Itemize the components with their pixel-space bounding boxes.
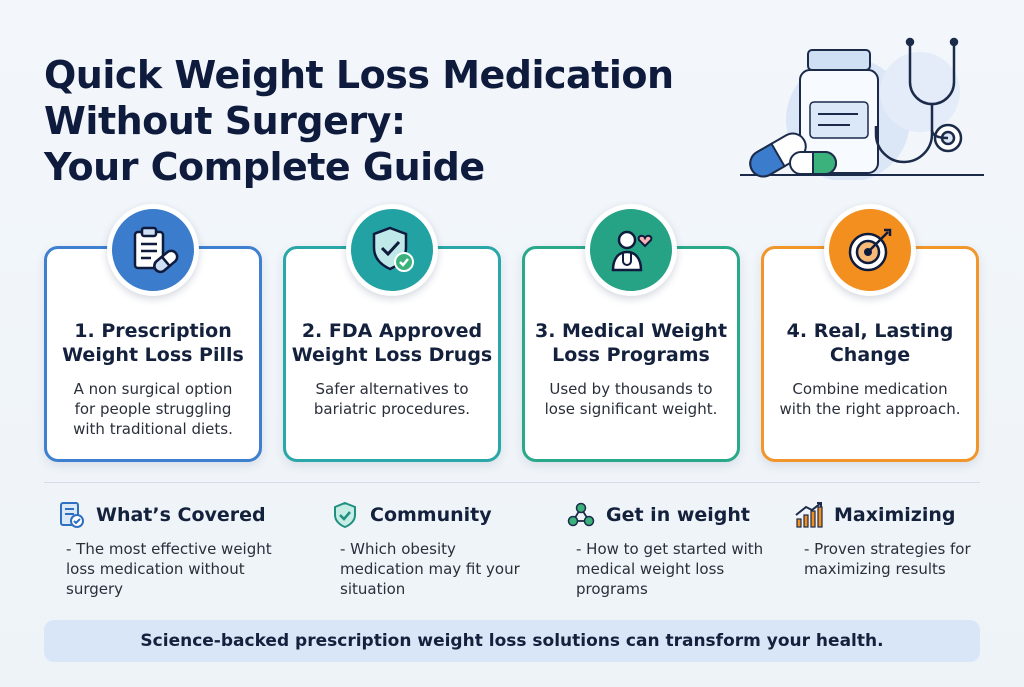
card-text-line: Used by thousands to [549, 380, 713, 398]
feature-text-line: situation [340, 580, 406, 598]
feature-text-line: medication may fit your [340, 560, 520, 578]
feature-text-line: - The most effective weight [66, 540, 272, 558]
title-line-1: Quick Weight Loss Medication [44, 53, 674, 97]
network-nodes-icon [566, 500, 596, 530]
card-text-line: for people struggling [74, 400, 232, 418]
feature-text: - How to get started with medical weight… [566, 539, 796, 599]
feature-text-line: medical weight loss [576, 560, 725, 578]
feature-title: Community [370, 504, 492, 526]
feature-text: - Proven strategies for maximizing resul… [794, 539, 1024, 579]
feature-text: - Which obesity medication may fit your … [330, 539, 560, 599]
shield-check-icon [346, 204, 438, 296]
feature-title: Get in weight [606, 504, 750, 526]
card-text: Combine medication with the right approa… [764, 379, 976, 419]
document-check-icon [56, 500, 86, 530]
bottom-banner: Science-backed prescription weight loss … [44, 620, 980, 662]
card-prescription-pills: 1. Prescription Weight Loss Pills A non … [44, 246, 262, 462]
card-text: Used by thousands to lose significant we… [525, 379, 737, 419]
card-fda-approved: 2. FDA Approved Weight Loss Drugs Safer … [283, 246, 501, 462]
feature-text-line: - How to get started with [576, 540, 764, 558]
medicine-bottle-icon [799, 49, 879, 174]
stethoscope-icon [874, 37, 963, 164]
card-text: Safer alternatives to bariatric procedur… [286, 379, 498, 419]
feature-community: Community - Which obesity medication may… [330, 500, 560, 599]
feature-text-line: maximizing results [804, 560, 946, 578]
card-text-line: Combine medication [792, 380, 948, 398]
feature-text-line: loss medication without [66, 560, 245, 578]
card-title-line: 3. Medical Weight [534, 320, 728, 342]
card-title-line: Weight Loss Pills [62, 344, 244, 366]
feature-title: Maximizing [834, 504, 956, 526]
feature-text-line: surgery [66, 580, 124, 598]
pill-capsule-icon [749, 132, 837, 178]
card-title-line: 2. FDA Approved [301, 320, 483, 342]
card-title: 1. Prescription Weight Loss Pills [47, 319, 259, 367]
card-title-line: 4. Real, Lasting [786, 320, 954, 342]
section-divider [44, 482, 980, 483]
card-title: 2. FDA Approved Weight Loss Drugs [286, 319, 498, 367]
card-title-line: Weight Loss Drugs [291, 344, 493, 366]
feature-text-line: programs [576, 580, 648, 598]
feature-title: What’s Covered [96, 504, 266, 526]
bar-chart-up-icon [794, 500, 824, 530]
title-line-3: Your Complete Guide [44, 145, 485, 189]
card-title-line: Change [829, 344, 911, 366]
target-arrow-icon [824, 204, 916, 296]
title-line-2: Without Surgery: [44, 99, 406, 143]
card-text-line: A non surgical option [73, 380, 233, 398]
card-title-line: 1. Prescription [74, 320, 232, 342]
card-text-line: with traditional diets. [73, 420, 233, 438]
card-title: 3. Medical Weight Loss Programs [525, 319, 737, 367]
card-text-line: with the right approach. [779, 400, 961, 418]
card-text-line: lose significant weight. [544, 400, 718, 418]
card-text-line: Safer alternatives to [315, 380, 469, 398]
feature-text: - The most effective weight loss medicat… [56, 539, 286, 599]
clipboard-pill-icon [107, 204, 199, 296]
card-title: 4. Real, Lasting Change [764, 319, 976, 367]
feature-text-line: - Proven strategies for [804, 540, 971, 558]
hero-illustration [740, 37, 984, 180]
card-text-line: bariatric procedures. [313, 400, 471, 418]
feature-whats-covered: What’s Covered - The most effective weig… [56, 500, 286, 599]
feature-maximizing: Maximizing - Proven strategies for maxim… [794, 500, 1024, 579]
card-title-line: Loss Programs [552, 344, 710, 366]
page-title: Quick Weight Loss Medication Without Sur… [44, 52, 744, 190]
doctor-heart-icon [585, 204, 677, 296]
feature-get-in-weight: Get in weight - How to get started with … [566, 500, 796, 599]
card-text: A non surgical option for people struggl… [47, 379, 259, 439]
shield-check-icon [330, 500, 360, 530]
feature-text-line: - Which obesity [340, 540, 456, 558]
